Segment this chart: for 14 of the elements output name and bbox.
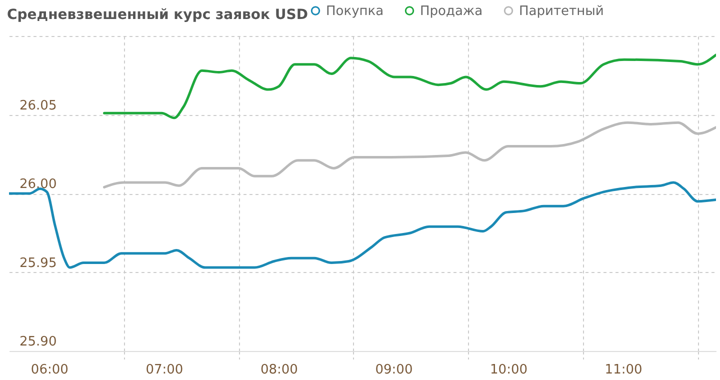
x-tick-label: 09:00 <box>375 362 413 378</box>
legend-label: Паритетный <box>519 4 604 19</box>
legend-label: Продажа <box>420 4 483 19</box>
y-tick-label: 26.00 <box>20 177 57 192</box>
x-tick-label: 06:00 <box>30 362 68 378</box>
chart-title: Средневзвешенный курс заявок USD <box>7 7 308 23</box>
y-tick-label: 26.05 <box>20 98 57 114</box>
x-tick-label: 11:00 <box>604 362 642 378</box>
y-tick-label: 25.95 <box>20 256 57 271</box>
y-tick-label: 25.90 <box>20 334 57 350</box>
x-tick-label: 10:00 <box>490 362 528 378</box>
x-tick-label: 07:00 <box>146 362 184 378</box>
legend-label: Покупка <box>326 4 384 19</box>
x-tick-label: 08:00 <box>260 362 298 378</box>
